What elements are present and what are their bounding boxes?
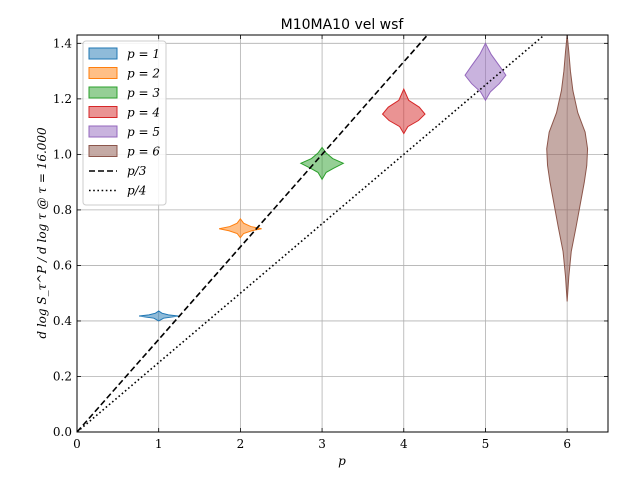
violin-p6 bbox=[546, 35, 589, 302]
legend-label-3: p = 3 bbox=[127, 86, 160, 100]
chart-title: M10MA10 vel wsf bbox=[281, 17, 405, 33]
y-tick-label-5: 1.0 bbox=[53, 147, 72, 161]
x-axis-label: p bbox=[338, 454, 346, 468]
legend-swatch-4 bbox=[88, 106, 118, 118]
legend-box bbox=[82, 40, 167, 206]
x-tick-label-5: 5 bbox=[482, 437, 490, 451]
x-tick-label-6: 6 bbox=[563, 437, 571, 451]
legend-swatch-6 bbox=[88, 145, 118, 157]
legend-swatch-3 bbox=[88, 86, 118, 99]
y-tick-label-6: 1.2 bbox=[53, 92, 72, 106]
y-axis-label: d log S_τ^P / d log τ @ τ = 16.000 bbox=[35, 127, 49, 339]
y-tick-label-0: 0.0 bbox=[53, 425, 72, 439]
legend: p = 1 p = 2 p = 3 p = 4 p = 5 p = 6 p/3 p/4 bbox=[82, 40, 167, 206]
legend-label-8: p/4 bbox=[127, 184, 146, 198]
violin-p1 bbox=[139, 310, 179, 322]
x-tick-label-1: 1 bbox=[155, 437, 163, 451]
legend-swatch-1 bbox=[88, 47, 118, 60]
x-tick-label-0: 0 bbox=[73, 437, 81, 451]
y-tick-label-2: 0.4 bbox=[53, 314, 72, 328]
legend-label-5: p = 5 bbox=[127, 125, 160, 139]
legend-label-7: p/3 bbox=[127, 164, 147, 178]
reference-line-2 bbox=[77, 35, 546, 432]
violin-p4 bbox=[381, 87, 426, 135]
y-axis-ticks: 0.0 0.2 0.4 0.6 0.8 1.0 1.2 1.4 bbox=[53, 36, 608, 439]
legend-label-6: p = 6 bbox=[127, 145, 160, 159]
legend-swatch-5 bbox=[88, 125, 118, 138]
x-tick-label-2: 2 bbox=[237, 437, 245, 451]
legend-label-2: p = 2 bbox=[127, 67, 160, 81]
legend-label-1: p = 1 bbox=[127, 47, 160, 61]
violin-p5 bbox=[464, 42, 507, 102]
x-tick-label-4: 4 bbox=[400, 437, 408, 451]
y-tick-label-7: 1.4 bbox=[53, 36, 72, 50]
reference-line-1 bbox=[77, 35, 429, 432]
y-tick-label-1: 0.2 bbox=[53, 369, 72, 383]
violins bbox=[139, 35, 589, 322]
y-tick-label-3: 0.6 bbox=[53, 258, 72, 272]
x-axis-ticks: 0 1 2 3 4 5 6 bbox=[73, 35, 571, 451]
reference-lines bbox=[77, 35, 546, 432]
legend-swatch-2 bbox=[88, 67, 118, 79]
plot-frame bbox=[76, 34, 609, 433]
x-tick-label-3: 3 bbox=[318, 437, 326, 451]
violin-p2 bbox=[219, 217, 262, 239]
y-tick-label-4: 0.8 bbox=[53, 203, 72, 217]
legend-label-4: p = 4 bbox=[127, 106, 160, 120]
